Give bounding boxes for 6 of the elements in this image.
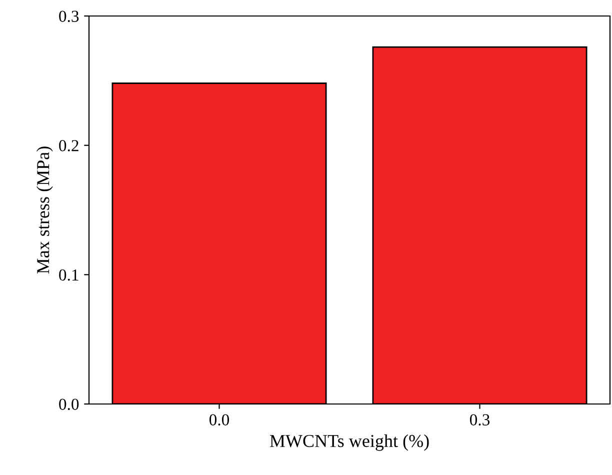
y-axis-title: Max stress (MPa) [36,146,53,274]
x-axis-title: MWCNTs weight (%) [270,434,429,451]
y-tick-label: 0.0 [59,398,79,410]
y-tick-label: 0.1 [59,269,78,281]
y-tick-label: 0.2 [59,140,78,152]
y-tick-label: 0.3 [59,10,79,22]
